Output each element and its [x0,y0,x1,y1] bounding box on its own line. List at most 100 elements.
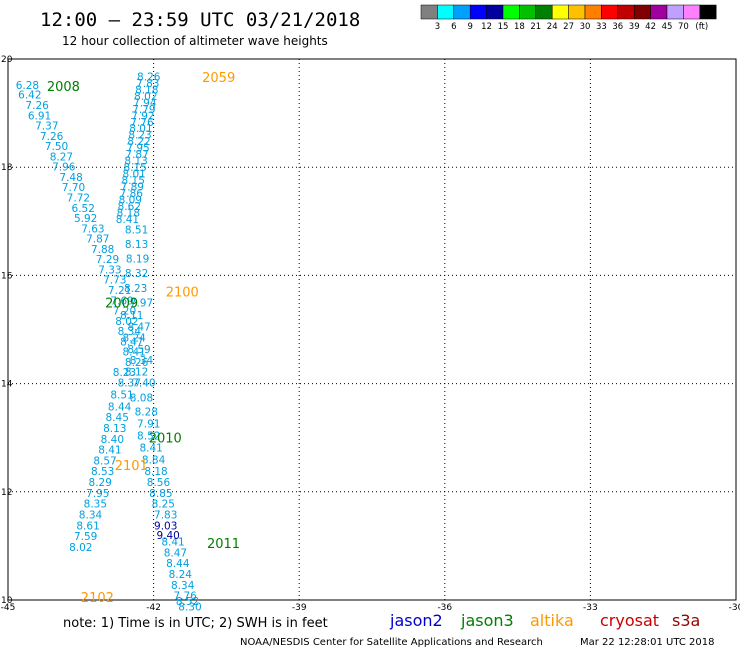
wave-height-value: 7.29 [96,254,119,266]
wave-height-value: 8.28 [135,407,158,419]
wave-height-value: 8.56 [147,477,171,489]
wave-height-value: 8.51 [110,389,133,401]
wave-height-value: 8.13 [103,423,126,435]
color-scale-label: 39 [629,22,640,32]
time-label: 2100 [166,286,199,301]
wave-height-value: 8.01 [122,169,145,181]
time-label: 2008 [47,80,80,95]
x-tick-label: -45 [1,603,16,613]
plot-frame [7,58,737,601]
wave-height-value: 8.23 [128,130,151,142]
wave-height-value: 8.84 [142,454,166,466]
y-tick-label: 10 [1,596,13,606]
wave-height-value: 8.47 [164,547,187,559]
wave-height-value: 8.15 [122,175,145,187]
color-scale-swatch [699,4,717,20]
chart-title: 12:00 – 23:59 UTC 03/21/2018 [40,9,360,31]
color-scale-swatch [453,4,471,20]
satellite-altika: altika [530,611,574,630]
wave-height-value: 7.69 [110,295,133,307]
wave-height-value: 8.41 [122,347,145,359]
wave-height-value: 8.11 [120,310,143,322]
color-scale-swatch [535,4,553,20]
footer-timestamp: Mar 22 12:28:01 UTC 2018 [580,637,715,648]
x-tick-label: -33 [583,603,598,613]
wave-height-value: 5.92 [74,213,97,225]
wave-height-value: 7.86 [120,188,144,200]
color-scale-swatch [683,4,701,20]
wave-height-value: 8.26 [125,357,149,369]
y-tick-label: 14 [1,380,13,390]
plot-area: -45-42-39-36-33-30101214161820 6.286.427… [1,55,740,613]
color-scale-label: 9 [467,22,472,32]
color-scale-unit: (ft) [695,22,708,32]
y-tick-label: 12 [1,488,12,498]
color-scale-swatch [601,4,619,20]
wave-height-value: 7.94 [133,97,157,109]
wave-height-value: 6.52 [72,203,95,215]
x-tick-label: -39 [292,603,307,613]
wave-height-value: 8.24 [122,333,146,345]
wave-height-value: 7.73 [103,275,126,287]
wave-height-value: 8.51 [125,224,148,236]
wave-height-value: 7.50 [45,141,68,153]
y-tick-label: 16 [1,271,13,281]
y-tick-label: 18 [1,163,13,173]
color-scale-swatch [469,4,487,20]
wave-height-value: 6.91 [28,110,51,122]
wave-height-value: 7.95 [126,143,149,155]
wave-height-value: 7.87 [86,234,109,246]
color-scale-label: 70 [678,22,689,32]
wave-height-value: 7.83 [136,78,159,90]
wave-height-value: 8.47 [127,321,150,333]
color-scale-label: 45 [662,22,673,32]
wave-height-value: 8.18 [135,84,158,96]
satellite-jason3: jason3 [460,611,514,630]
time-label: 2102 [81,591,114,606]
wave-height-value: 8.12 [125,367,148,379]
x-tick-label: -36 [437,603,452,613]
color-scale-swatch [486,4,504,20]
footer-note: note: 1) Time is in UTC; 2) SWH is in fe… [63,616,328,631]
color-scale-label: 6 [451,22,456,32]
color-scale-swatch [584,4,602,20]
wave-height-value: 7.37 [35,121,58,133]
time-label: 2010 [149,432,182,447]
wave-height-value: 8.59 [127,344,150,356]
wave-height-value: 8.62 [118,201,141,213]
wave-height-value: 7.97 [130,297,153,309]
wave-height-value: 8.24 [169,569,193,581]
color-scale-swatch [519,4,537,20]
wave-height-value: 8.15 [123,162,146,174]
wave-height-value: 8.19 [126,254,149,266]
wave-height-value: 8.44 [108,401,132,413]
wave-height-value: 8.45 [106,412,129,424]
x-tick-label: -42 [146,603,161,613]
wave-height-value: 8.13 [125,239,148,251]
wave-height-points: 6.286.427.266.917.377.267.508.277.967.48… [16,71,202,613]
wave-height-value: 8.23 [113,367,136,379]
wave-height-value: 8.61 [76,520,99,532]
wave-height-value: 8.35 [84,499,107,511]
wave-height-value: 9.03 [154,520,177,532]
wave-height-value: 8.02 [134,91,157,103]
wave-height-value: 8.37 [118,378,141,390]
wave-height-value: 8.34 [79,510,103,522]
wave-height-value: 8.34 [171,580,195,592]
time-label: 2009 [105,296,138,311]
wave-height-value: 8.08 [130,393,153,405]
color-scale-label: 30 [580,22,591,32]
wave-height-value: 7.92 [131,110,154,122]
color-scale-label: 3 [435,22,440,32]
wave-height-value: 7.95 [86,488,109,500]
color-scale-label: 15 [498,22,509,32]
wave-height-value: 7.33 [98,264,121,276]
wave-height-value: 7.70 [62,182,85,194]
color-scale-swatch [551,4,569,20]
wave-height-value: 8.53 [91,466,114,478]
wave-height-value: 8.52 [176,596,199,608]
color-scale-swatch [568,4,586,20]
wave-height-value: 6.42 [18,90,41,102]
color-scale-label: 18 [514,22,525,32]
